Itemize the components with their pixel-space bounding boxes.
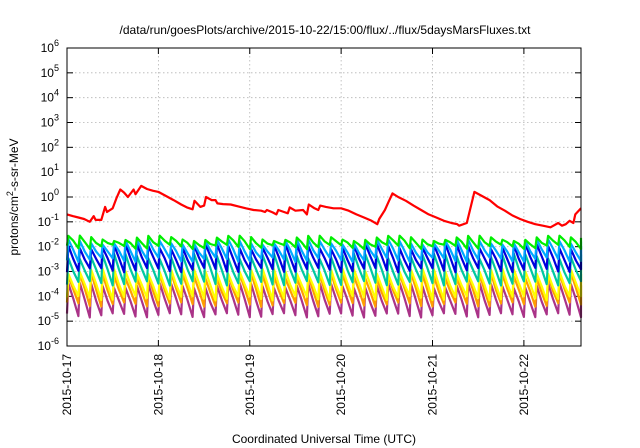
y-tick-label: 105 bbox=[41, 63, 59, 80]
y-tick-label: 102 bbox=[41, 137, 59, 154]
y-tick-label: 10-4 bbox=[38, 286, 59, 303]
y-tick-base: 10 bbox=[41, 41, 55, 55]
x-tick-label: 2015-10-22 bbox=[517, 354, 531, 416]
y-tick-label: 10-6 bbox=[38, 336, 59, 353]
y-tick-label: 100 bbox=[41, 187, 59, 204]
series-layer bbox=[65, 184, 583, 319]
y-tick-base: 10 bbox=[41, 66, 55, 80]
x-tick-label: 2015-10-18 bbox=[151, 354, 165, 416]
chart-title: /data/run/goesPlots/archive/2015-10-22/1… bbox=[120, 23, 532, 37]
series-light-blue bbox=[65, 238, 583, 263]
y-tick-base: 10 bbox=[41, 91, 55, 105]
y-tick-label: 101 bbox=[41, 162, 59, 179]
y-tick-base: 10 bbox=[38, 314, 52, 328]
x-tick-labels: 2015-10-17 2015-10-18 2015-10-19 2015-10-20… bbox=[60, 354, 531, 416]
y-tick-base: 10 bbox=[38, 215, 52, 229]
y-tick-labels: 10-610-510-410-310-210-11001011021031041… bbox=[38, 38, 59, 353]
y-axis-label: protons/cm2-s-sr-MeV bbox=[5, 138, 21, 255]
y-tick-base: 10 bbox=[41, 116, 55, 130]
y-tick-exponent: 0 bbox=[54, 187, 59, 197]
x-tick-label: 2015-10-20 bbox=[334, 354, 348, 416]
y-tick-exponent: 5 bbox=[54, 63, 59, 73]
y-tick-label: 106 bbox=[41, 38, 59, 55]
y-tick-exponent: 4 bbox=[54, 88, 59, 98]
series-red bbox=[66, 184, 582, 229]
y-tick-exponent: -4 bbox=[51, 286, 59, 296]
y-tick-exponent: 1 bbox=[54, 162, 59, 172]
y-tick-label: 10-5 bbox=[38, 311, 59, 328]
y-tick-exponent: -5 bbox=[51, 311, 59, 321]
y-tick-exponent: 2 bbox=[54, 137, 59, 147]
y-tick-label: 10-2 bbox=[38, 237, 59, 254]
y-tick-base: 10 bbox=[38, 240, 52, 254]
x-tick-label: 2015-10-21 bbox=[426, 354, 440, 416]
y-tick-base: 10 bbox=[38, 289, 52, 303]
y-tick-base: 10 bbox=[38, 265, 52, 279]
y-tick-exponent: -1 bbox=[51, 212, 59, 222]
series-green bbox=[65, 234, 583, 251]
y-tick-label: 10-1 bbox=[38, 212, 59, 229]
y-tick-base: 10 bbox=[41, 190, 55, 204]
x-axis-label: Coordinated Universal Time (UTC) bbox=[232, 432, 416, 446]
y-tick-base: 10 bbox=[38, 339, 52, 353]
y-axis-label-sup: 2 bbox=[5, 191, 15, 196]
y-axis-label-tail: -s-sr-MeV bbox=[7, 138, 21, 191]
y-tick-base: 10 bbox=[41, 165, 55, 179]
y-tick-exponent: -6 bbox=[51, 336, 59, 346]
x-tick-label: 2015-10-19 bbox=[243, 354, 257, 416]
x-tick-label: 2015-10-17 bbox=[60, 354, 74, 416]
plot-frame bbox=[66, 47, 582, 347]
y-tick-exponent: -3 bbox=[51, 262, 59, 272]
y-tick-label: 104 bbox=[41, 88, 59, 105]
y-tick-label: 103 bbox=[41, 113, 59, 130]
y-tick-exponent: -2 bbox=[51, 237, 59, 247]
y-tick-label: 10-3 bbox=[38, 262, 59, 279]
grid-layer bbox=[66, 47, 581, 347]
y-tick-exponent: 6 bbox=[54, 38, 59, 48]
y-tick-exponent: 3 bbox=[54, 113, 59, 123]
y-axis-label-base: protons/cm bbox=[7, 196, 21, 255]
y-tick-base: 10 bbox=[41, 140, 55, 154]
